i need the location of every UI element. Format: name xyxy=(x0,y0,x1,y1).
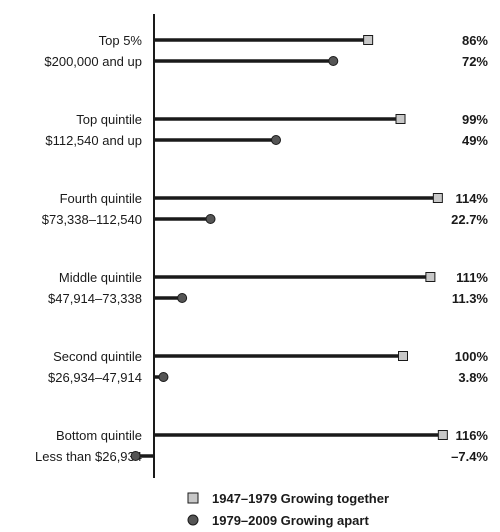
category-name-label: Bottom quintile xyxy=(56,428,142,443)
legend-item: 1947–1979 Growing together xyxy=(187,491,389,506)
growing-together-marker xyxy=(432,193,443,203)
category-range-label: $26,934–47,914 xyxy=(48,370,142,385)
category-row: Middle quintile $47,914–73,338 111% 11.3% xyxy=(48,270,488,306)
legend-label: 1947–1979 Growing together xyxy=(212,491,389,506)
growing-together-value-label: 86% xyxy=(462,33,488,48)
category-range-label: Less than $26,934 xyxy=(35,449,142,464)
growing-apart-marker xyxy=(205,214,216,224)
growing-together-value-label: 99% xyxy=(462,112,488,127)
growing-apart-value-label: 22.7% xyxy=(451,212,488,227)
legend-square-icon xyxy=(187,492,199,504)
category-name-label: Second quintile xyxy=(53,349,142,364)
legend-circle-icon xyxy=(187,514,199,526)
category-row: Top 5% $200,000 and up 86% 72% xyxy=(44,33,488,69)
growing-apart-marker xyxy=(177,293,188,303)
growing-together-value-label: 100% xyxy=(455,349,489,364)
growing-together-value-label: 114% xyxy=(455,191,488,206)
growing-apart-value-label: –7.4% xyxy=(451,449,488,464)
growing-together-marker xyxy=(398,351,408,361)
growing-apart-marker xyxy=(328,56,339,66)
growing-together-value-label: 111% xyxy=(456,270,488,285)
category-name-label: Middle quintile xyxy=(59,270,142,285)
category-name-label: Fourth quintile xyxy=(60,191,142,206)
legend-item: 1979–2009 Growing apart xyxy=(187,513,369,528)
category-range-label: $112,540 and up xyxy=(45,133,142,148)
growing-apart-value-label: 3.8% xyxy=(458,370,488,385)
category-row: Top quintile $112,540 and up 99% 49% xyxy=(45,112,488,148)
category-row: Fourth quintile $73,338–112,540 114% 22.7% xyxy=(42,191,489,227)
legend: 1947–1979 Growing together 1979–2009 Grow… xyxy=(187,491,389,528)
growing-apart-marker xyxy=(271,135,282,145)
growing-apart-value-label: 72% xyxy=(462,54,488,69)
growing-together-marker xyxy=(437,430,448,440)
growing-apart-value-label: 49% xyxy=(462,133,488,148)
growing-apart-marker xyxy=(158,372,169,382)
category-range-label: $200,000 and up xyxy=(44,54,142,69)
growing-together-marker xyxy=(363,35,374,45)
chart-rows: Top 5% $200,000 and up 86% 72% Top quintile $… xyxy=(35,33,488,464)
growing-apart-marker xyxy=(130,451,141,461)
growing-together-marker xyxy=(395,114,406,124)
category-range-label: $47,914–73,338 xyxy=(48,291,142,306)
category-row: Bottom quintile Less than $26,934 116% –7.4… xyxy=(35,428,488,464)
category-name-label: Top 5% xyxy=(99,33,143,48)
category-range-label: $73,338–112,540 xyxy=(42,212,142,227)
growing-together-value-label: 116% xyxy=(455,428,488,443)
growing-apart-value-label: 11.3% xyxy=(452,291,489,306)
category-row: Second quintile $26,934–47,914 100% 3.8% xyxy=(48,349,488,385)
growing-together-marker xyxy=(425,272,436,282)
legend-label: 1979–2009 Growing apart xyxy=(212,513,369,528)
category-name-label: Top quintile xyxy=(76,112,142,127)
